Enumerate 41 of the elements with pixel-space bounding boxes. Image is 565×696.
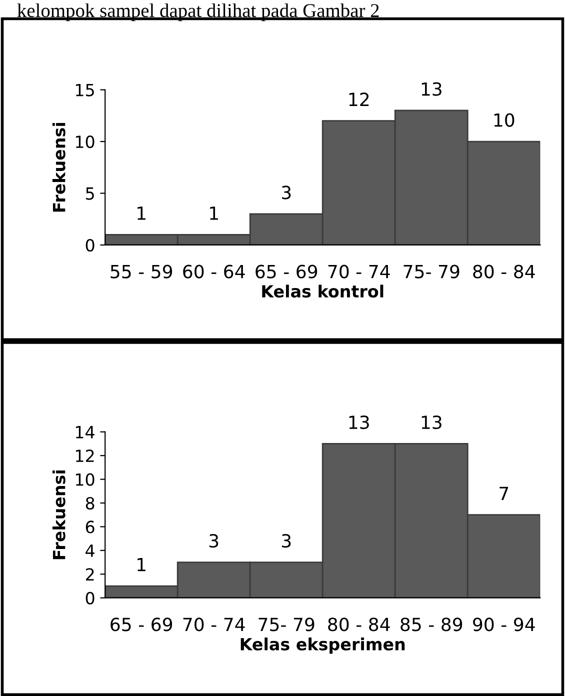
y-tick-label: 6 (86, 520, 94, 534)
y-tick-label: 0 (86, 592, 94, 604)
y-tick-label: 10 (76, 135, 94, 148)
y-tick-label: 8 (86, 496, 94, 510)
data-label: 3 (209, 534, 218, 548)
x-tick-label: 80 - 84 (328, 618, 390, 632)
x-tick-label: 75- 79 (258, 618, 314, 632)
y-tick-label: 15 (76, 84, 94, 96)
data-label: 3 (282, 186, 291, 200)
data-label: 7 (500, 486, 508, 500)
x-axis-title: Kelas kontrol (262, 284, 384, 298)
x-tick-label: 80 - 84 (473, 264, 535, 278)
x-tick-label: 85 - 89 (400, 618, 462, 632)
y-tick-label: 4 (86, 544, 94, 557)
x-tick-label: 70 - 74 (183, 618, 245, 632)
data-label: 3 (282, 534, 291, 548)
y-tick-label: 12 (76, 450, 94, 462)
y-axis-title: Frekuensi (52, 122, 66, 212)
text: kelompok sampel dapat dilihat pada Gambar 2 (17, 3, 379, 22)
x-tick-label: 60 - 64 (183, 264, 245, 278)
data-label: 13 (349, 415, 369, 430)
x-axis-title: Kelas eksperimen (240, 638, 405, 654)
y-tick-label: 14 (76, 426, 94, 438)
y-tick-label: 5 (86, 187, 94, 200)
y-axis-title: Frekuensi (52, 470, 66, 560)
data-label: 10 (494, 113, 514, 127)
x-tick-label: 90 - 94 (473, 618, 535, 632)
x-tick-label: 70 - 74 (328, 264, 390, 278)
data-label: 13 (422, 415, 442, 430)
y-tick-label: 0 (86, 238, 94, 252)
data-label: 12 (349, 92, 369, 106)
data-label: 13 (422, 82, 442, 96)
data-label: 1 (138, 206, 146, 220)
data-label: 1 (138, 558, 146, 572)
y-tick-label: 10 (76, 473, 94, 486)
x-tick-label: 55 - 59 (110, 264, 172, 278)
x-tick-label: 75- 79 (404, 264, 460, 278)
data-label: 1 (210, 206, 218, 220)
y-tick-label: 2 (86, 568, 94, 580)
x-tick-label: 65 - 69 (110, 618, 172, 632)
x-tick-label: 65 - 69 (256, 264, 318, 278)
